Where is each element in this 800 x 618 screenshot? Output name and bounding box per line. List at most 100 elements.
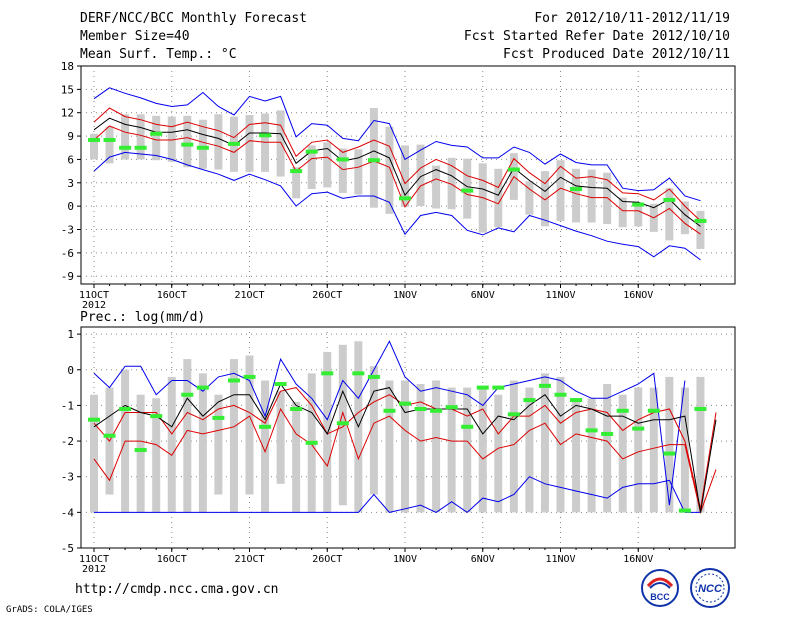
series-line-lower — [93, 407, 717, 515]
ensemble-box — [214, 114, 223, 170]
ensemble-box — [525, 181, 534, 215]
observed-marker — [196, 145, 209, 150]
panel-title-prec: Prec.: log(mm/d) — [80, 310, 205, 325]
ensemble-box — [214, 394, 223, 495]
ensemble-box — [167, 376, 176, 513]
observed-marker — [119, 145, 132, 150]
ensemble-box — [509, 380, 518, 513]
ensemble-box — [618, 197, 627, 228]
ensemble-box — [323, 351, 332, 513]
observed-marker — [227, 378, 240, 383]
observed-marker — [150, 414, 163, 419]
observed-marker — [663, 197, 676, 202]
bcc-logo: BCC — [641, 569, 679, 607]
ensemble-box — [229, 359, 238, 513]
y-tick-label: 18 — [61, 60, 74, 73]
observed-marker — [290, 169, 303, 174]
x-tick-label: 6NOV — [471, 290, 495, 301]
y-tick-label: -4 — [61, 506, 75, 519]
observed-marker — [461, 424, 474, 429]
observed-marker — [632, 426, 645, 431]
y-tick-label: -2 — [61, 435, 74, 448]
observed-marker — [585, 428, 598, 433]
ensemble-box — [401, 145, 409, 207]
observed-marker — [694, 218, 707, 223]
observed-marker — [134, 145, 147, 150]
observed-marker — [103, 137, 116, 142]
observed-marker — [570, 398, 583, 403]
y-tick-label: 6 — [67, 153, 74, 166]
x-tick-label: 26OCT — [312, 290, 342, 301]
observed-marker — [227, 141, 240, 146]
ensemble-box — [494, 394, 503, 513]
ensemble-box — [245, 115, 254, 172]
ensemble-box — [292, 401, 301, 513]
x-tick-label: 11OCT — [79, 290, 109, 301]
ensemble-box — [354, 149, 363, 195]
ensemble-box — [494, 168, 503, 228]
observed-marker — [399, 401, 411, 406]
series-line-max — [93, 87, 701, 202]
ensemble-box — [183, 359, 192, 513]
ensemble-box — [447, 387, 456, 513]
y-tick-label: -1 — [61, 399, 74, 412]
observed-marker — [181, 142, 194, 147]
x-tick-label: 21OCT — [234, 290, 264, 301]
observed-marker — [601, 431, 614, 436]
observed-marker — [678, 508, 691, 513]
x-tick-label: 11NOV — [545, 290, 575, 301]
ensemble-box — [665, 188, 674, 241]
observed-marker — [414, 406, 427, 411]
observed-marker — [119, 406, 132, 411]
ensemble-box — [198, 373, 207, 513]
ensemble-box — [587, 169, 596, 223]
forecast-period: For 2012/10/11-2012/11/19 — [534, 11, 730, 26]
ensemble-box — [292, 167, 301, 199]
y-tick-label: 3 — [67, 177, 74, 190]
x-tick-label: 1NOV — [393, 290, 417, 301]
ensemble-box — [105, 126, 114, 164]
ensemble-box — [556, 160, 565, 221]
forecast-produced-date: Fcst Produced Date 2012/10/11 — [503, 47, 730, 62]
observed-marker — [570, 187, 583, 192]
observed-marker — [212, 415, 225, 420]
x-tick-label: 1NOV — [393, 554, 417, 565]
observed-marker — [383, 408, 396, 413]
y-tick-label: 9 — [67, 130, 74, 143]
ensemble-box — [587, 398, 596, 513]
observed-marker — [507, 167, 520, 172]
y-tick-label: 0 — [67, 364, 74, 377]
top-variable-label: Mean Surf. Temp.: °C — [80, 47, 237, 62]
observed-marker — [632, 202, 645, 207]
ensemble-box — [307, 145, 316, 190]
source-url[interactable]: http://cmdp.ncc.cma.gov.cn — [75, 582, 279, 597]
observed-marker — [103, 433, 116, 438]
ensemble-box — [401, 380, 409, 513]
y-tick-label: -9 — [61, 270, 74, 283]
series-line-min — [93, 151, 701, 261]
ensemble-box — [90, 133, 98, 160]
ensemble-box — [245, 355, 254, 495]
series-line-upper — [93, 107, 701, 222]
ncc-logo: NCC — [690, 568, 730, 608]
series-line-mean — [93, 382, 717, 513]
x-tick-label: 6NOV — [471, 554, 495, 565]
observed-marker — [399, 196, 411, 201]
ensemble-box — [261, 380, 270, 513]
ensemble-box — [634, 202, 643, 227]
y-tick-label: -3 — [61, 224, 74, 237]
ensemble-box — [385, 380, 394, 513]
observed-marker — [134, 447, 147, 452]
ensemble-box — [634, 387, 643, 513]
ensemble-box — [416, 384, 425, 513]
observed-marker — [352, 371, 365, 376]
grads-credit: GrADS: COLA/IGES — [6, 605, 93, 615]
observed-marker — [445, 405, 458, 410]
series-line-min — [94, 476, 701, 514]
observed-marker — [181, 392, 194, 397]
plot-frame-temp — [80, 65, 736, 285]
ensemble-box — [198, 119, 207, 169]
series-line-max — [93, 340, 686, 506]
ensemble-box — [136, 114, 145, 160]
